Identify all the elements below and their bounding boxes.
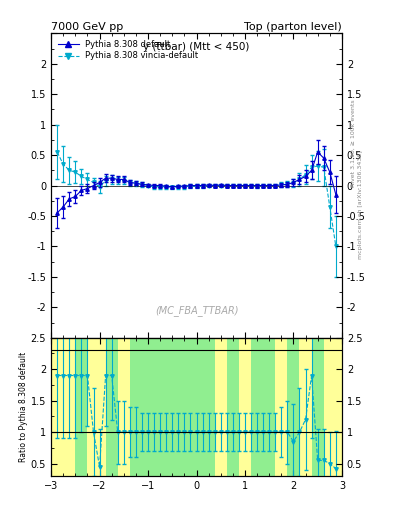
Text: (MC_FBA_TTBAR): (MC_FBA_TTBAR) <box>155 306 238 316</box>
Bar <box>324 338 342 476</box>
Bar <box>51 338 75 476</box>
Text: Top (parton level): Top (parton level) <box>244 22 342 32</box>
Legend: Pythia 8.308 default, Pythia 8.308 vincia-default: Pythia 8.308 default, Pythia 8.308 vinci… <box>55 37 201 63</box>
Y-axis label: Ratio to Pythia 8.308 default: Ratio to Pythia 8.308 default <box>19 352 28 462</box>
Bar <box>118 338 130 476</box>
Text: mcplots.cern.ch [arXiv:1306.3436]: mcplots.cern.ch [arXiv:1306.3436] <box>358 151 363 259</box>
Bar <box>88 338 106 476</box>
Bar <box>51 338 342 476</box>
Bar <box>239 338 251 476</box>
Bar <box>215 338 227 476</box>
Bar <box>299 338 312 476</box>
Text: Rivet 3.1.10, ≥ 100k events: Rivet 3.1.10, ≥ 100k events <box>351 99 356 187</box>
Bar <box>275 338 287 476</box>
Text: y (t̅tbar) (Mtt < 450): y (t̅tbar) (Mtt < 450) <box>143 42 250 52</box>
Text: 7000 GeV pp: 7000 GeV pp <box>51 22 123 32</box>
